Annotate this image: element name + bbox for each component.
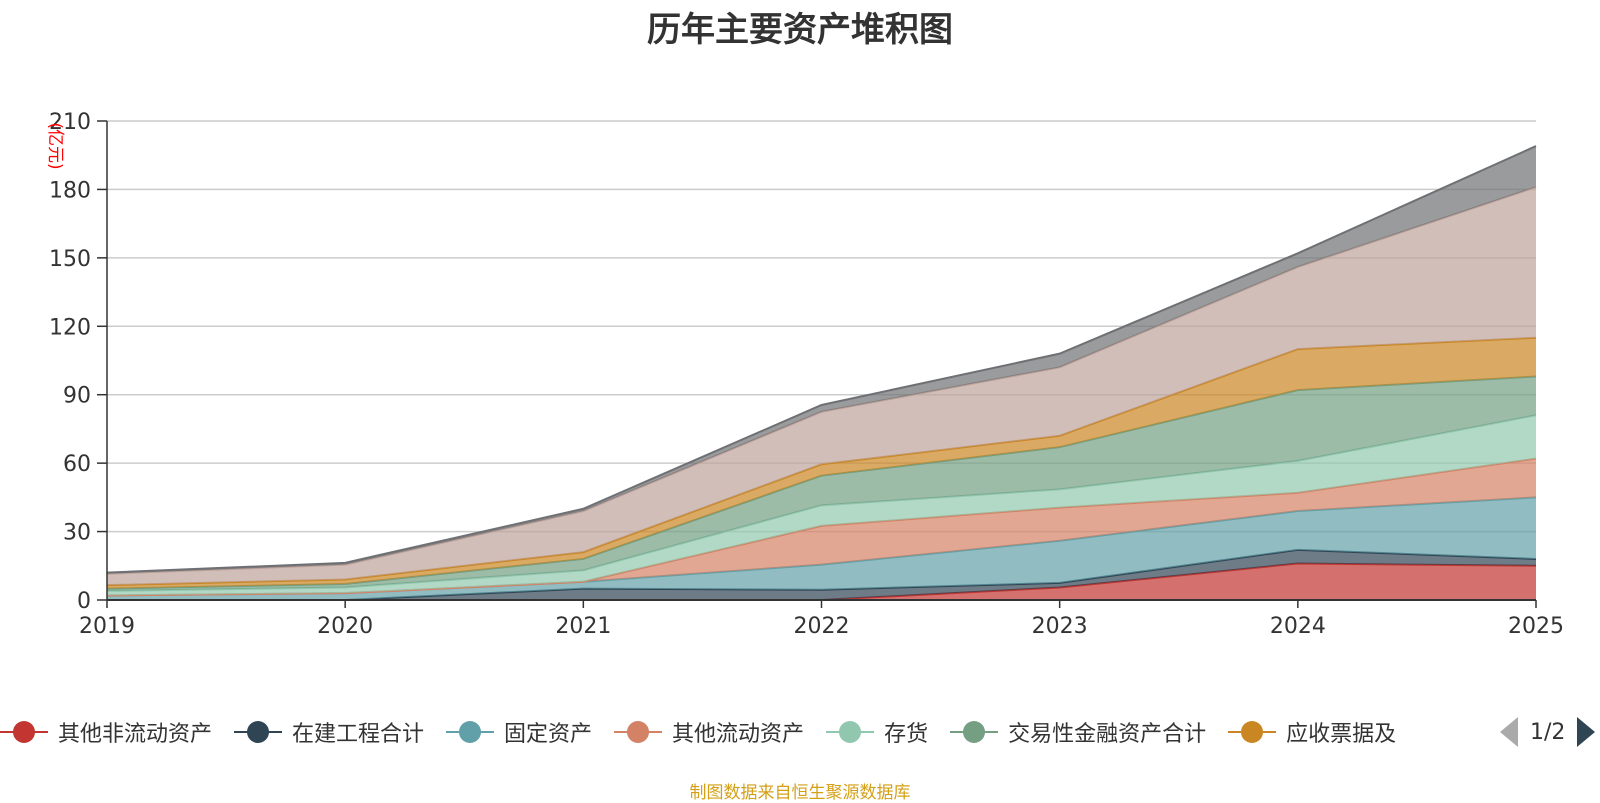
legend-label: 交易性金融资产合计 <box>1008 722 1207 747</box>
legend-pager: 1/2 <box>1500 717 1596 747</box>
legend-page-indicator: 1/2 <box>1530 719 1566 745</box>
y-tick-label: 0 <box>77 589 91 614</box>
y-axis-unit-label: (亿元) <box>45 122 65 169</box>
legend-swatch-icon <box>614 719 663 745</box>
y-tick-label: 120 <box>49 315 91 340</box>
legend-prev-page-icon[interactable] <box>1500 717 1518 747</box>
stacked-areas <box>106 145 1537 601</box>
legend-label: 其他流动资产 <box>672 722 805 747</box>
series-area-应收票据及应收账款[interactable] <box>107 337 1536 589</box>
chart-title: 历年主要资产堆积图 <box>647 10 953 50</box>
legend-item[interactable]: 交易性金融资产合计 <box>950 716 1206 748</box>
x-tick-label: 2021 <box>555 614 611 639</box>
legend-label: 在建工程合计 <box>292 722 425 747</box>
y-tick-label: 150 <box>49 247 91 272</box>
legend-item[interactable]: 在建工程合计 <box>234 716 424 748</box>
y-tick-label: 180 <box>49 178 91 203</box>
legend-swatch-icon <box>0 719 48 745</box>
axes: 0 30 60 90 120 150 180 210 2019 2020 2021 2022 2023 2… <box>49 110 1564 639</box>
legend-label: 应收票据及 <box>1286 722 1397 747</box>
series-area-固定资产[interactable] <box>107 497 1536 600</box>
legend-label: 固定资产 <box>504 722 593 747</box>
x-tick-label: 2022 <box>794 614 850 639</box>
legend-item[interactable]: 其他非流动资产 <box>0 716 212 748</box>
data-source-note: 制图数据来自恒生聚源数据库 <box>689 783 911 803</box>
series-area-其他流动资产[interactable] <box>107 458 1536 596</box>
legend-swatch-icon <box>234 719 283 745</box>
x-tick-label: 2020 <box>317 614 373 639</box>
legend-swatch-icon <box>826 719 875 745</box>
y-tick-label: 210 <box>49 110 91 135</box>
x-tick-label: 2024 <box>1270 614 1326 639</box>
area-chart: 0 30 60 90 120 150 180 210 2019 2020 2021 2022 2023 2… <box>45 110 1564 639</box>
series-area-交易性金融资产合计[interactable] <box>107 376 1536 591</box>
series-area-其他非流动资产[interactable] <box>107 563 1536 600</box>
chart-legend: 其他非流动资产 在建工程合计 固定资产 其他流动资产 存货 交易性金融资产合计 应收票据及 <box>0 712 1600 752</box>
legend-next-page-icon[interactable] <box>1577 717 1596 747</box>
y-tick-label: 90 <box>63 384 91 409</box>
legend-item[interactable]: 存货 <box>826 716 928 748</box>
x-tick-label: 2025 <box>1508 614 1564 639</box>
x-tick-label: 2023 <box>1032 614 1088 639</box>
x-tick-label: 2019 <box>79 614 135 639</box>
y-tick-label: 60 <box>63 452 91 477</box>
legend-swatch-icon <box>446 719 495 745</box>
series-line-其他资产 <box>106 145 1537 574</box>
legend-item[interactable]: 应收票据及 <box>1228 716 1396 748</box>
legend-label: 其他非流动资产 <box>58 722 213 747</box>
legend-item[interactable]: 其他流动资产 <box>614 716 804 748</box>
legend-swatch-icon <box>1228 719 1277 745</box>
legend-item[interactable]: 固定资产 <box>446 716 592 748</box>
y-tick-label: 30 <box>63 521 91 546</box>
legend-label: 存货 <box>884 722 929 747</box>
legend-swatch-icon <box>950 719 999 745</box>
